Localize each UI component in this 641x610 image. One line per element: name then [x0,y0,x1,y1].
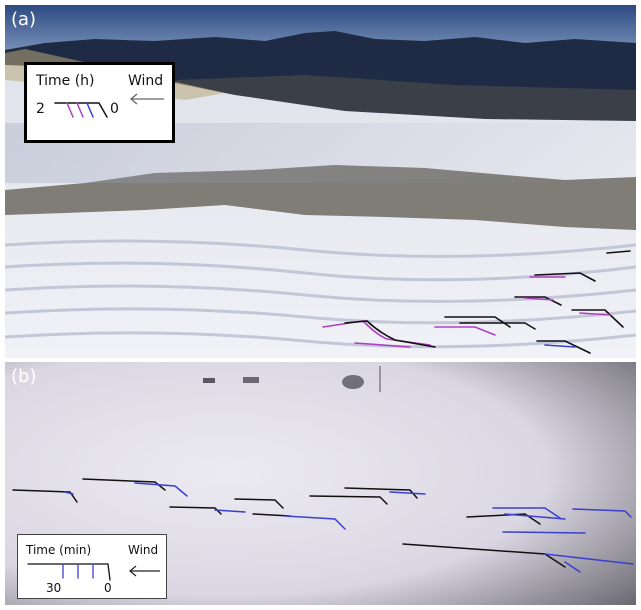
legend-wind-label: Wind [128,73,164,89]
wind-arrow-icon [129,93,164,105]
dune-traces-b [12,478,634,573]
photo-panel-b: (b) Time (min) Wind 30 0 [5,362,636,605]
legend-tick-30: 30 [46,581,62,595]
legend-wind-label: Wind [128,543,159,557]
legend-title: Time (h) [36,73,95,89]
legend-time-symbol [27,563,160,581]
legend-time-minutes: Time (min) Wind 30 0 [17,534,167,599]
legend-tick-0: 0 [104,581,112,595]
snow-ripples [5,239,636,349]
legend-time-symbol [54,93,164,118]
legend-title: Time (min) [26,543,92,557]
legend-time-hours: Time (h) Wind 2 0 [24,62,175,143]
legend-end-value: 0 [110,101,119,117]
distant-building [243,377,259,383]
distant-hut [342,375,364,389]
distant-building [203,378,215,383]
distant-slope [175,75,636,123]
wind-arrow-icon [129,565,160,577]
legend-start-value: 2 [36,101,45,117]
dune-traces-a [322,250,631,354]
photo-panel-a: (a) Time (h) Wind 2 0 [5,5,636,358]
panel-label-a: (a) [11,9,37,30]
panel-label-b: (b) [11,366,37,387]
snow-dune-photo-a [5,5,636,358]
